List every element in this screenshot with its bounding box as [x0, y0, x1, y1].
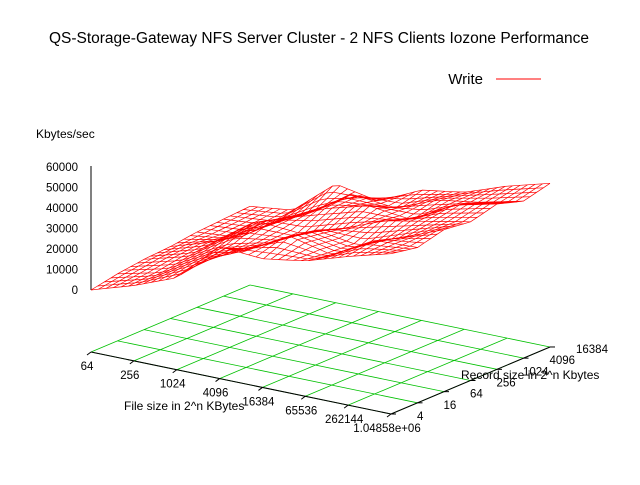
surface-line	[105, 207, 266, 289]
x-tick-mark	[129, 360, 135, 365]
surface-line	[338, 187, 498, 258]
surface-line	[97, 247, 398, 287]
chart-title: QS-Storage-Gateway NFS Server Cluster - …	[49, 30, 589, 47]
floor-grid-line	[170, 318, 471, 381]
floor-grid-line	[196, 306, 498, 370]
x-tick-mark	[343, 404, 349, 409]
z-tick-label: 60000	[46, 162, 78, 174]
y-axis-label: Record size in 2^n Kbytes	[461, 368, 599, 382]
x-axis-label: File size in 2^n KBytes	[124, 399, 244, 413]
z-tick-label: 30000	[46, 224, 78, 236]
surface-line	[98, 206, 258, 290]
y-tick-label: 4	[417, 411, 424, 423]
surface-line	[165, 190, 326, 280]
x-axis-line	[90, 351, 392, 415]
y-tick-label: 16384	[576, 344, 609, 356]
y-tick-label: 16	[444, 400, 457, 412]
z-tick-label: 20000	[46, 244, 78, 256]
surface-line	[360, 185, 521, 256]
surface-line	[285, 190, 446, 261]
x-tick-mark	[215, 378, 220, 382]
x-tick-mark	[172, 369, 178, 374]
x-tick-label: 1.04858e+06	[353, 423, 420, 435]
surface-line	[353, 185, 513, 257]
x-tick-mark	[386, 413, 392, 418]
surface-line	[375, 184, 536, 255]
surface-line	[368, 184, 528, 256]
surface-line	[345, 186, 506, 258]
x-tick-label: 262144	[325, 414, 364, 426]
y-tick-label: 256	[497, 377, 516, 389]
z-tick-label: 10000	[46, 265, 78, 277]
x-tick-label: 1024	[160, 379, 186, 391]
floor-grid-line	[223, 295, 524, 359]
surface-line	[330, 188, 491, 259]
surface-line	[210, 197, 370, 254]
y-tick-label: 4096	[550, 355, 576, 367]
z-tick-label: 50000	[46, 183, 78, 195]
surface-line	[270, 190, 431, 260]
surface-line	[255, 191, 416, 258]
surface-line	[293, 191, 453, 261]
x-tick-mark	[86, 351, 92, 356]
y-tick-label: 1024	[523, 366, 549, 378]
x-tick-label: 64	[81, 361, 94, 373]
x-tick-mark	[300, 395, 306, 400]
surface-line	[180, 185, 341, 275]
surface-line	[323, 189, 483, 260]
x-tick-label: 65536	[285, 405, 317, 417]
x-tick-label: 256	[120, 370, 139, 382]
floor-grid-line	[117, 340, 418, 404]
x-tick-label: 16384	[242, 396, 275, 408]
floor-grid-line	[249, 284, 551, 348]
x-tick-mark	[258, 387, 263, 391]
surface-line	[218, 194, 378, 251]
surface-line	[278, 190, 438, 260]
z-tick-label: 0	[72, 285, 78, 297]
legend-label: Write	[448, 71, 483, 88]
floor-grid-line	[143, 329, 445, 393]
surface-line	[113, 207, 273, 288]
surface-line	[390, 183, 551, 255]
z-axis-label: Kbytes/sec	[36, 127, 95, 141]
surface-line	[300, 191, 461, 262]
surface-line	[90, 205, 251, 291]
surface-line	[383, 183, 543, 255]
x-tick-label: 4096	[203, 388, 229, 400]
y-tick-label: 64	[470, 389, 483, 401]
z-tick-label: 40000	[46, 203, 78, 215]
surface-line	[120, 208, 281, 288]
